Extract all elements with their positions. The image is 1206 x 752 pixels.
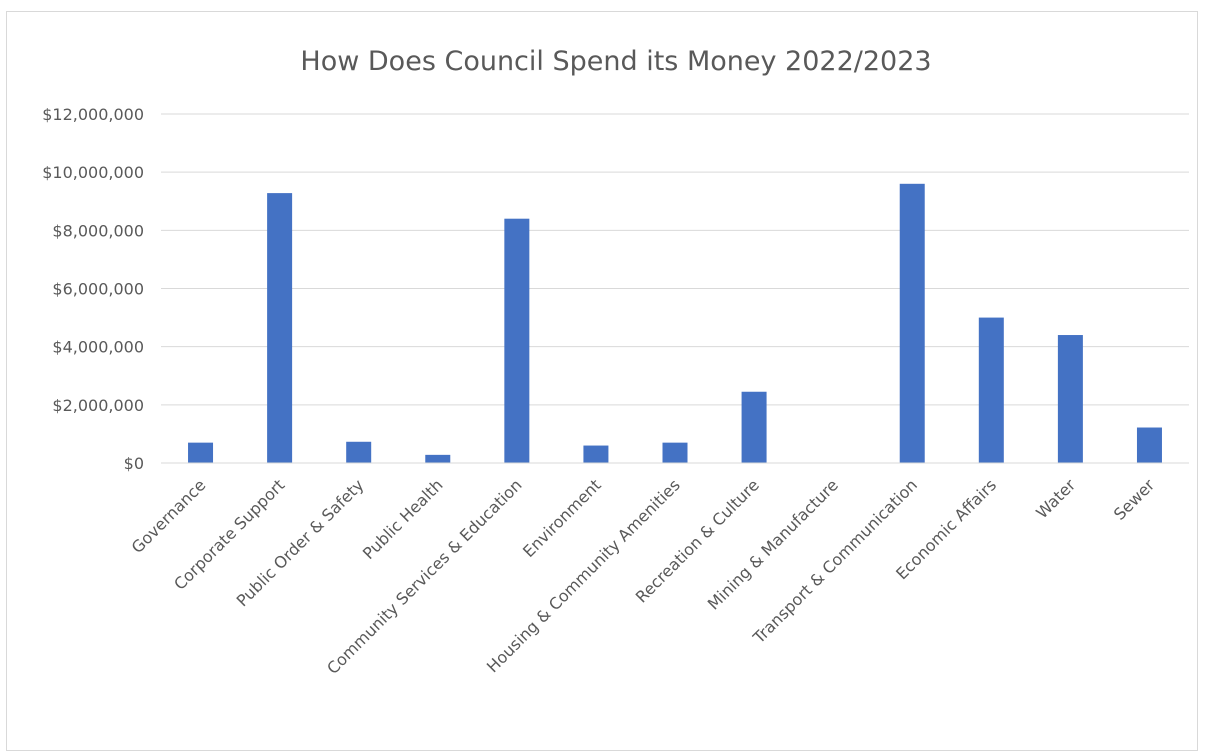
x-category-label: Public Order & Safety — [233, 475, 368, 610]
x-category-label: Public Health — [359, 475, 447, 563]
x-category-label: Water — [1032, 475, 1079, 522]
bar — [267, 193, 293, 463]
y-tick-label: $8,000,000 — [52, 221, 144, 240]
x-category-label: Governance — [128, 475, 210, 557]
bar — [1057, 335, 1083, 463]
y-tick-label: $6,000,000 — [52, 280, 144, 299]
y-tick-label: $2,000,000 — [52, 396, 144, 415]
chart-frame: How Does Council Spend its Money 2022/20… — [6, 11, 1198, 751]
y-tick-label: $12,000,000 — [42, 105, 144, 124]
y-axis-tick-labels: $0 $2,000,000 $4,000,000 $6,000,000 $8,000,0… — [42, 105, 144, 473]
x-category-label: Mining & Manufacture — [704, 475, 842, 613]
x-category-label: Transport & Communication — [749, 475, 921, 647]
bar — [662, 442, 688, 463]
y-tick-label: $4,000,000 — [52, 338, 144, 357]
x-category-label: Environment — [519, 475, 605, 561]
y-tick-label: $10,000,000 — [42, 163, 144, 182]
x-category-label: Sewer — [1110, 475, 1159, 524]
chart-title: How Does Council Spend its Money 2022/20… — [300, 46, 931, 77]
y-tick-label: $0 — [124, 454, 144, 473]
bar — [188, 442, 214, 463]
bar — [741, 391, 767, 463]
bar — [425, 454, 451, 463]
bar — [899, 183, 925, 464]
bar — [583, 445, 609, 463]
chart-svg: How Does Council Spend its Money 2022/20… — [42, 46, 1189, 678]
bar — [1136, 427, 1162, 463]
bar — [346, 441, 372, 463]
bar — [978, 317, 1004, 463]
bar — [504, 218, 530, 463]
gridlines — [161, 113, 1189, 406]
bars — [188, 183, 1162, 464]
